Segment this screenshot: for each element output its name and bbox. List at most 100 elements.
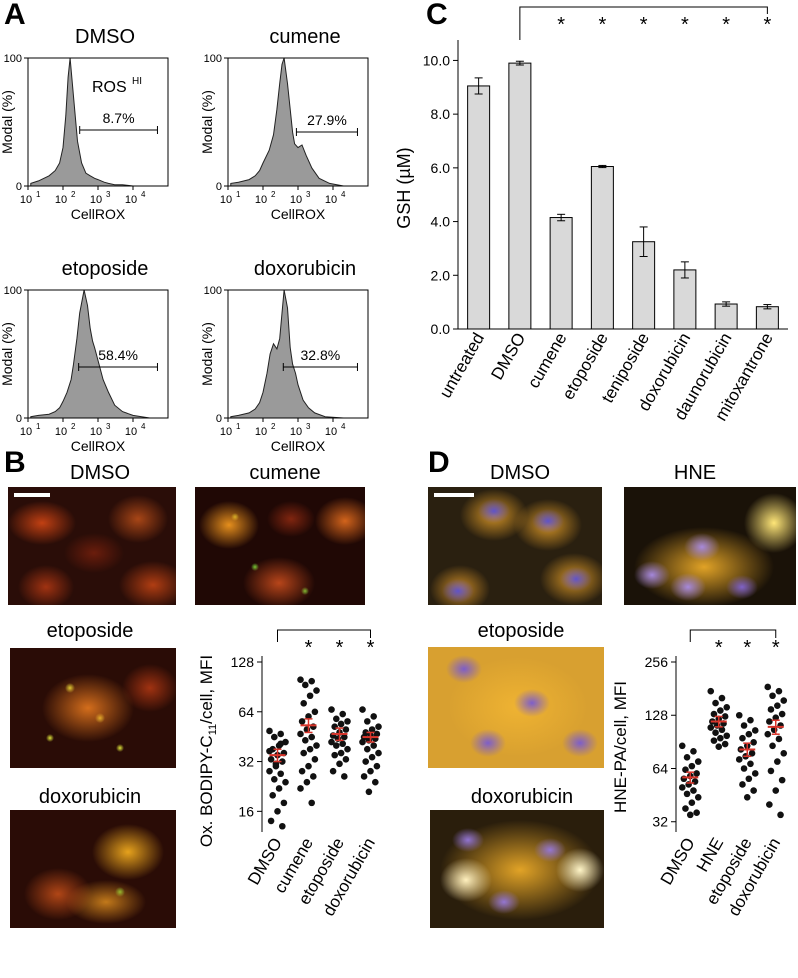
gate-percentage: 32.8%: [301, 347, 341, 363]
x-tick-label: 10: [90, 426, 102, 438]
data-point: [367, 767, 374, 775]
gsh-bar-chart: 0.0 2.0 4.0 6.0 8.0 10.0 GSH (µM) untreated DMSO…: [394, 6, 788, 424]
data-point: [310, 773, 317, 780]
bar-doxorubicin: [673, 269, 697, 330]
data-point: [688, 762, 696, 770]
image-title-b-doxorubicin: doxorubicin: [38, 786, 142, 808]
hne-scatter-plot: 3264128256DMSOHNE*etoposide*doxorubicin*…: [611, 629, 788, 919]
data-point: [277, 730, 284, 738]
data-point: [751, 770, 759, 777]
data-point: [718, 726, 726, 734]
y-tick-label: 8.0: [431, 106, 451, 122]
data-point: [747, 716, 754, 724]
data-point: [279, 822, 286, 830]
data-point: [368, 753, 376, 761]
data-point: [721, 740, 729, 748]
panel-letter-c: C: [426, 0, 448, 31]
data-point: [748, 749, 756, 757]
bar-untreated: [467, 85, 491, 330]
x-tick-label: 10: [325, 194, 337, 206]
data-point: [342, 726, 350, 733]
data-point: [751, 727, 759, 734]
x-tick-label: 10: [220, 426, 232, 438]
data-point: [707, 687, 715, 695]
bodipy-scatter-plot: 163264128DMSOcumene*etoposide*doxorubici…: [197, 629, 382, 919]
micrograph-d-etoposide: [428, 647, 604, 768]
plot-frame: [27, 57, 169, 187]
bar-daunorubicin: [714, 303, 738, 330]
data-point: [715, 743, 723, 750]
significance-star: *: [598, 14, 606, 36]
y-tick-label: 2.0: [431, 267, 451, 283]
data-point: [778, 776, 786, 784]
y-tick-label: 100: [4, 285, 22, 297]
data-point: [336, 760, 343, 768]
significance-star: *: [305, 637, 313, 659]
image-title-b-etoposide: etoposide: [46, 620, 134, 642]
data-point: [297, 676, 304, 684]
histogram-title: doxorubicin: [253, 258, 357, 280]
image-title-b-cumene: cumene: [249, 462, 321, 484]
data-point: [739, 734, 746, 742]
y-tick-label: 100: [204, 285, 222, 297]
data-point: [707, 724, 715, 731]
data-point: [359, 738, 366, 746]
data-point: [328, 738, 335, 746]
gate-percentage: 27.9%: [307, 112, 347, 128]
data-point: [311, 756, 319, 763]
x-axis-label: CellROX: [71, 438, 126, 454]
data-point: [266, 747, 273, 755]
data-point: [331, 751, 338, 759]
data-point: [271, 733, 278, 741]
data-point: [777, 811, 784, 819]
x-tick-label: 10: [20, 426, 32, 438]
data-point: [739, 781, 746, 788]
x-tick-exponent: 4: [341, 422, 346, 431]
data-point: [337, 720, 345, 728]
data-point: [772, 714, 780, 721]
data-point: [282, 778, 289, 786]
data-point: [300, 749, 307, 757]
data-point: [303, 778, 311, 786]
y-tick-label: 128: [645, 707, 669, 723]
data-point: [717, 707, 724, 714]
x-tick-exponent: 1: [36, 190, 41, 199]
data-point: [712, 729, 719, 736]
y-tick-label: 16: [238, 803, 254, 819]
histogram-plot: 0 100 Modal (%) 10 1 10 2 10 3 10 4 CellROX 32.8%: [199, 285, 369, 454]
x-axis-label: CellROX: [271, 438, 326, 454]
data-point: [745, 730, 753, 738]
y-tick-label: 64: [238, 704, 254, 720]
data-point: [688, 799, 696, 807]
x-tick-label: 10: [220, 194, 232, 206]
scale-bar-d: [434, 493, 474, 497]
y-tick-label: 100: [4, 53, 22, 65]
x-tick-exponent: 1: [236, 422, 241, 431]
data-point: [305, 762, 312, 770]
data-point: [750, 739, 757, 746]
data-point: [267, 756, 275, 763]
data-point: [341, 733, 348, 741]
x-tick-label: DMSO: [487, 330, 529, 384]
data-point: [333, 742, 340, 749]
micrograph-d-doxorubicin: [430, 810, 604, 928]
data-point: [308, 733, 315, 741]
data-point: [764, 730, 772, 738]
y-tick-label: 10.0: [423, 52, 450, 68]
data-point: [735, 756, 743, 763]
data-point: [300, 700, 307, 707]
x-tick-label: 10: [55, 426, 67, 438]
data-point: [277, 770, 284, 778]
data-point: [368, 726, 376, 733]
data-point: [297, 730, 304, 738]
data-point: [339, 710, 346, 718]
histogram-plot: 0 100 Modal (%) 10 1 10 2 10 3 10 4 CellROX 27.9%: [199, 53, 369, 222]
histogram-title: etoposide: [61, 258, 149, 280]
x-tick-label: DMSO: [657, 835, 699, 889]
data-point: [329, 767, 337, 775]
data-point: [723, 703, 731, 711]
y-tick-label: 128: [231, 654, 255, 670]
y-tick-label: 256: [645, 654, 669, 670]
data-point: [712, 699, 719, 707]
data-point: [750, 787, 757, 794]
